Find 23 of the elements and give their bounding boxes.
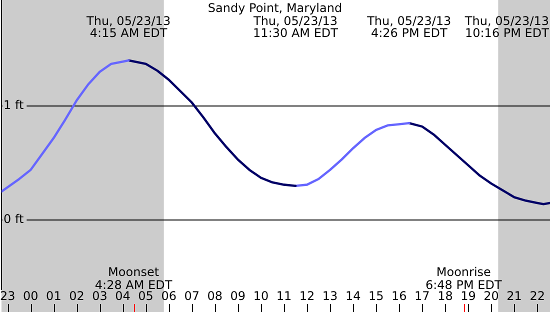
x-tick-label: 11: [276, 288, 292, 303]
x-tick-label: 01: [46, 288, 62, 303]
x-tick-label: 12: [299, 288, 315, 303]
annotation: Thu, 05/23/13 11:30 AM EDT: [252, 14, 339, 40]
x-tick-label: 00: [23, 288, 38, 303]
y-tick-label: 0 ft: [3, 212, 24, 226]
annotation: Thu, 05/23/13 10:16 PM EDT: [464, 14, 550, 40]
y-tick-label: 1 ft: [3, 98, 24, 112]
annotation: Thu, 05/23/13 4:26 PM EDT: [366, 14, 452, 40]
x-tick-label: 16: [392, 288, 407, 303]
x-tick-label: 14: [345, 288, 361, 303]
x-tick-label: 02: [69, 288, 84, 303]
x-tick-label: 22: [530, 288, 545, 303]
annotation: Thu, 05/23/13 4:15 AM EDT: [86, 14, 171, 40]
x-tick-label: 15: [368, 288, 384, 303]
x-tick-label: 21: [506, 288, 522, 303]
x-tick-label: 10: [253, 288, 269, 303]
x-tick-label: 08: [207, 288, 223, 303]
x-tick-label: 23: [0, 288, 16, 303]
x-tick-label: 07: [184, 288, 200, 303]
x-tick-label: 13: [322, 288, 338, 303]
x-tick-label: 09: [230, 288, 246, 303]
chart-title: Sandy Point, Maryland: [208, 1, 342, 15]
